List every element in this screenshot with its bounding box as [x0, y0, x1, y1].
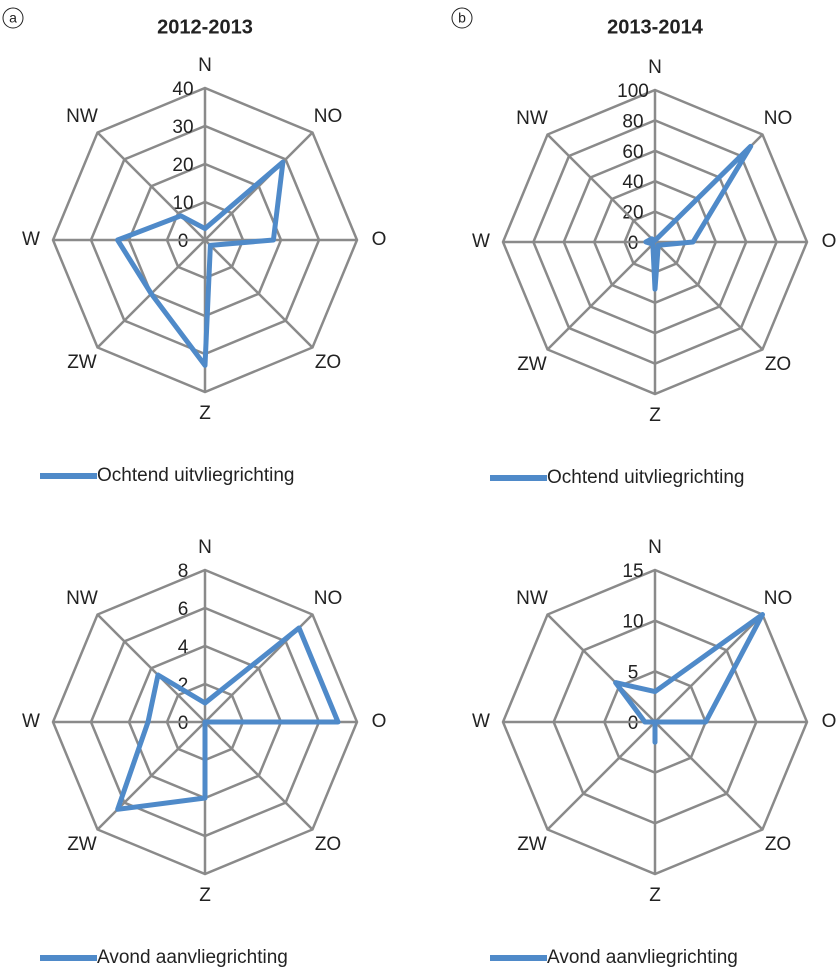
axis-spoke: [546, 721, 656, 831]
category-label: NO: [314, 106, 343, 127]
category-label: Z: [199, 403, 211, 424]
category-label: ZO: [315, 352, 341, 373]
r-tick-label: 8: [178, 561, 189, 582]
panel-badge: [2, 7, 24, 29]
category-label: Z: [649, 885, 661, 906]
axis-spoke: [96, 613, 206, 723]
r-tick-label: 80: [622, 111, 643, 132]
panel-label: b: [458, 10, 466, 26]
axis-spoke: [96, 131, 206, 241]
category-label: ZO: [765, 354, 791, 375]
r-tick-label: 20: [622, 203, 643, 224]
panel-badge: [451, 7, 473, 29]
category-label: ZW: [517, 354, 547, 375]
r-tick-label: 60: [622, 142, 643, 163]
category-label: ZO: [315, 834, 341, 855]
category-label: NW: [66, 588, 98, 609]
category-label: W: [22, 229, 40, 250]
axis-spoke: [204, 131, 314, 241]
series-line: [115, 159, 286, 368]
category-label: O: [822, 711, 837, 732]
r-tick-label: 10: [172, 193, 193, 214]
r-tick-label: 0: [178, 713, 189, 734]
series-line: [115, 625, 341, 812]
axis-spoke: [96, 721, 206, 831]
category-label: O: [372, 711, 387, 732]
axis-spoke: [204, 239, 314, 349]
category-label: Z: [199, 885, 211, 906]
r-tick-label: 0: [628, 713, 639, 734]
category-label: N: [648, 537, 662, 558]
category-label: NO: [764, 108, 793, 129]
legend-label: Avond aanvliegrichting: [97, 947, 288, 968]
category-label: Z: [649, 405, 661, 426]
r-tick-label: 40: [172, 79, 193, 100]
r-tick-label: 2: [178, 675, 189, 696]
axis-spoke: [654, 613, 764, 723]
category-label: N: [648, 57, 662, 78]
series-line: [643, 143, 754, 292]
r-tick-label: 0: [628, 233, 639, 254]
r-tick-label: 40: [622, 172, 643, 193]
category-label: NW: [516, 588, 548, 609]
r-tick-label: 5: [628, 662, 639, 683]
category-label: ZW: [67, 352, 97, 373]
axis-spoke: [654, 241, 764, 351]
category-label: ZW: [67, 834, 97, 855]
legend-label: Avond aanvliegrichting: [547, 947, 738, 968]
r-tick-label: 15: [622, 561, 643, 582]
r-tick-label: 10: [622, 612, 643, 633]
category-label: NW: [516, 108, 548, 129]
axis-spoke: [546, 241, 656, 351]
panel-label: a: [9, 10, 17, 26]
category-label: O: [372, 229, 387, 250]
category-label: ZW: [517, 834, 547, 855]
r-tick-label: 30: [172, 117, 193, 138]
chart-title: 2013-2014: [607, 16, 704, 38]
category-label: NO: [764, 588, 793, 609]
r-tick-label: 0: [178, 231, 189, 252]
category-label: W: [472, 231, 490, 252]
r-tick-label: 100: [617, 81, 649, 102]
r-tick-label: 4: [178, 637, 189, 658]
category-label: NO: [314, 588, 343, 609]
legend-label: Ochtend uitvliegrichting: [97, 465, 295, 486]
r-tick-label: 20: [172, 155, 193, 176]
category-label: O: [822, 231, 837, 252]
axis-spoke: [654, 721, 764, 831]
category-label: W: [22, 711, 40, 732]
axis-spoke: [546, 133, 656, 243]
category-label: N: [198, 537, 212, 558]
legend-label: Ochtend uitvliegrichting: [547, 467, 745, 488]
category-label: W: [472, 711, 490, 732]
chart-title: 2012-2013: [157, 16, 253, 38]
r-tick-label: 6: [178, 599, 189, 620]
category-label: N: [198, 55, 212, 76]
axis-spoke: [204, 721, 314, 831]
axis-spoke: [546, 613, 656, 723]
category-label: ZO: [765, 834, 791, 855]
category-label: NW: [66, 106, 98, 127]
series-line: [613, 612, 765, 745]
